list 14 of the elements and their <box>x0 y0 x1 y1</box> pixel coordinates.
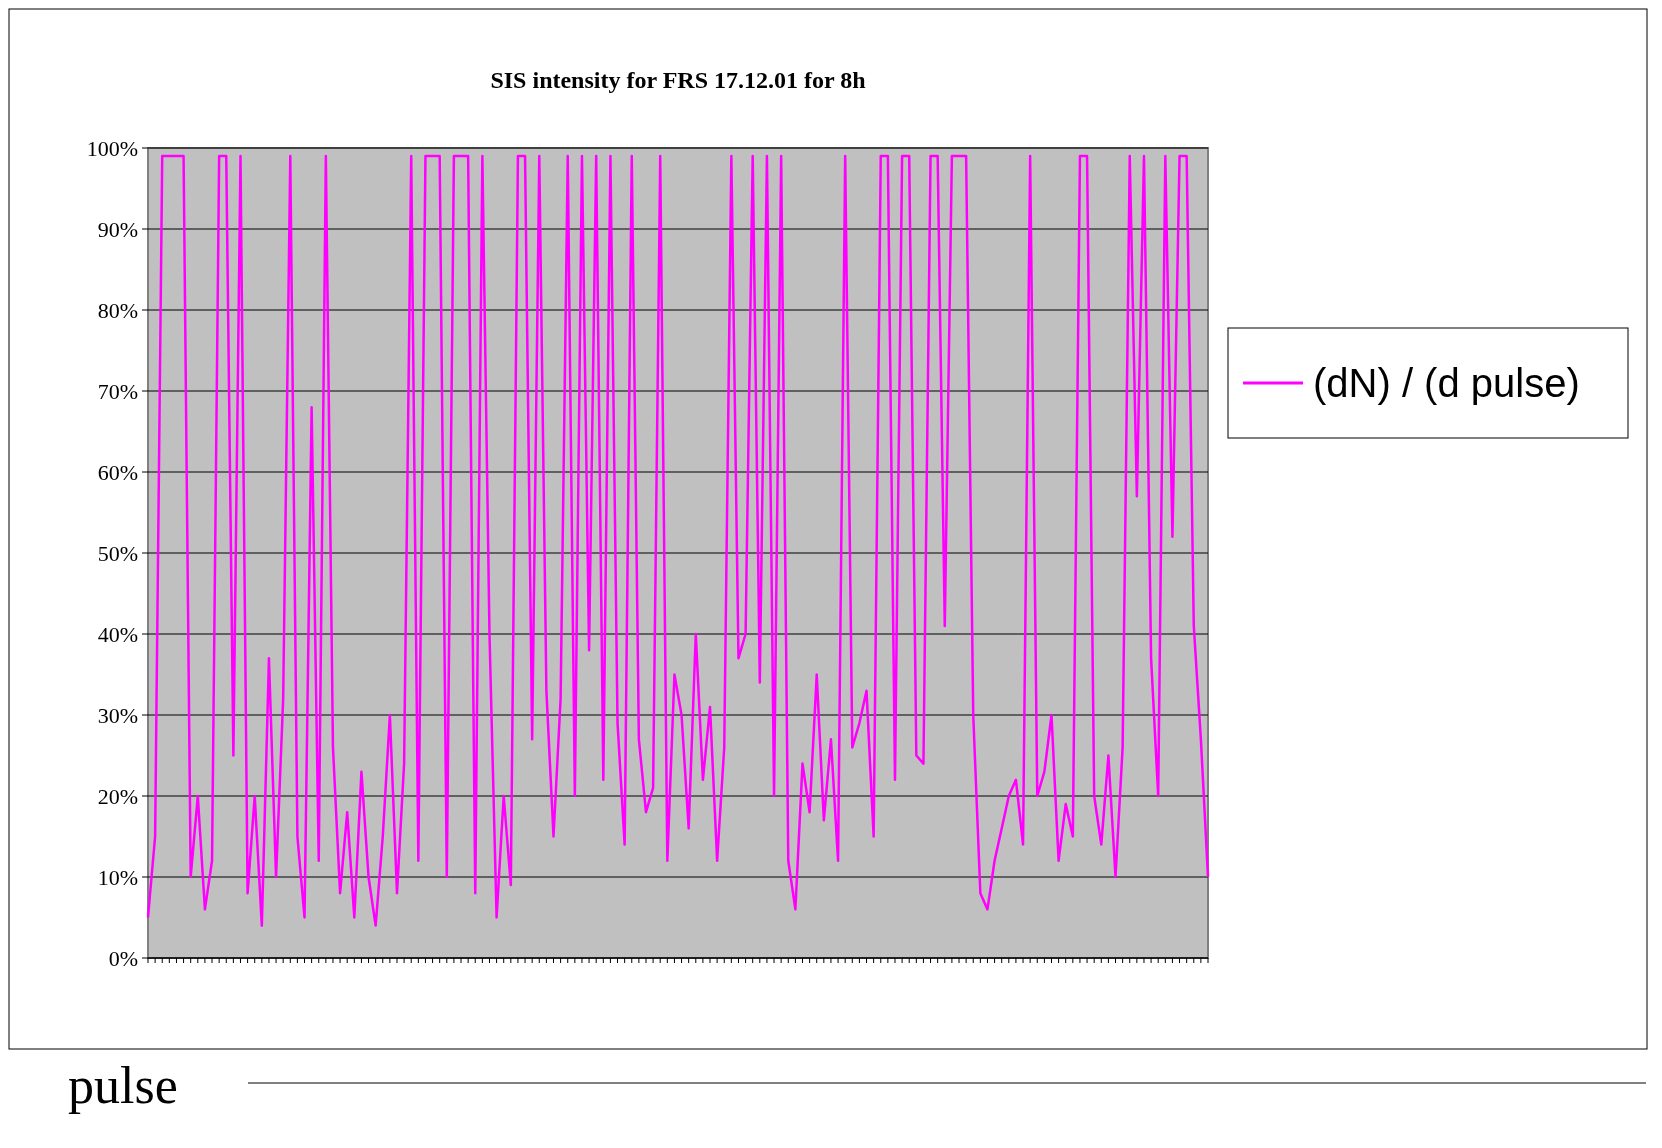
x-axis-title: pulse <box>68 1057 178 1114</box>
y-tick-label: 80% <box>97 297 138 323</box>
y-tick-label: 30% <box>97 702 138 728</box>
y-tick-label: 10% <box>97 864 138 890</box>
y-tick-label: 0% <box>108 945 138 971</box>
y-tick-label: 90% <box>97 216 138 242</box>
chart-title: SIS intensity for FRS 17.12.01 for 8h <box>490 67 866 93</box>
legend-label: (dN) / (d pulse) <box>1313 361 1580 405</box>
y-tick-label: 60% <box>97 459 138 485</box>
y-tick-label: 50% <box>97 540 138 566</box>
y-tick-label: 100% <box>86 135 138 161</box>
y-tick-label: 40% <box>97 621 138 647</box>
y-tick-label: 70% <box>97 378 138 404</box>
y-tick-label: 20% <box>97 783 138 809</box>
